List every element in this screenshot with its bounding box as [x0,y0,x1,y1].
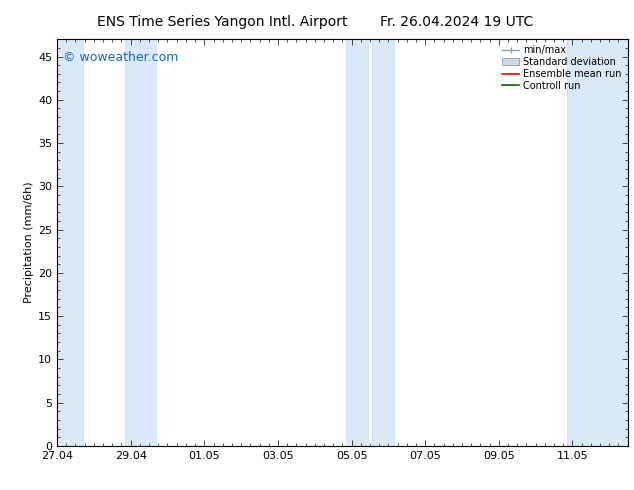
Legend: min/max, Standard deviation, Ensemble mean run, Controll run: min/max, Standard deviation, Ensemble me… [498,41,626,95]
Bar [372,39,394,446]
Bar [346,39,368,446]
Bar [125,39,157,446]
Bar [55,39,83,446]
Text: © woweather.com: © woweather.com [63,51,178,64]
Text: ENS Time Series Yangon Intl. Airport: ENS Time Series Yangon Intl. Airport [96,15,347,29]
Y-axis label: Precipitation (mm/6h): Precipitation (mm/6h) [24,182,34,303]
Bar [567,39,628,446]
Text: Fr. 26.04.2024 19 UTC: Fr. 26.04.2024 19 UTC [380,15,533,29]
